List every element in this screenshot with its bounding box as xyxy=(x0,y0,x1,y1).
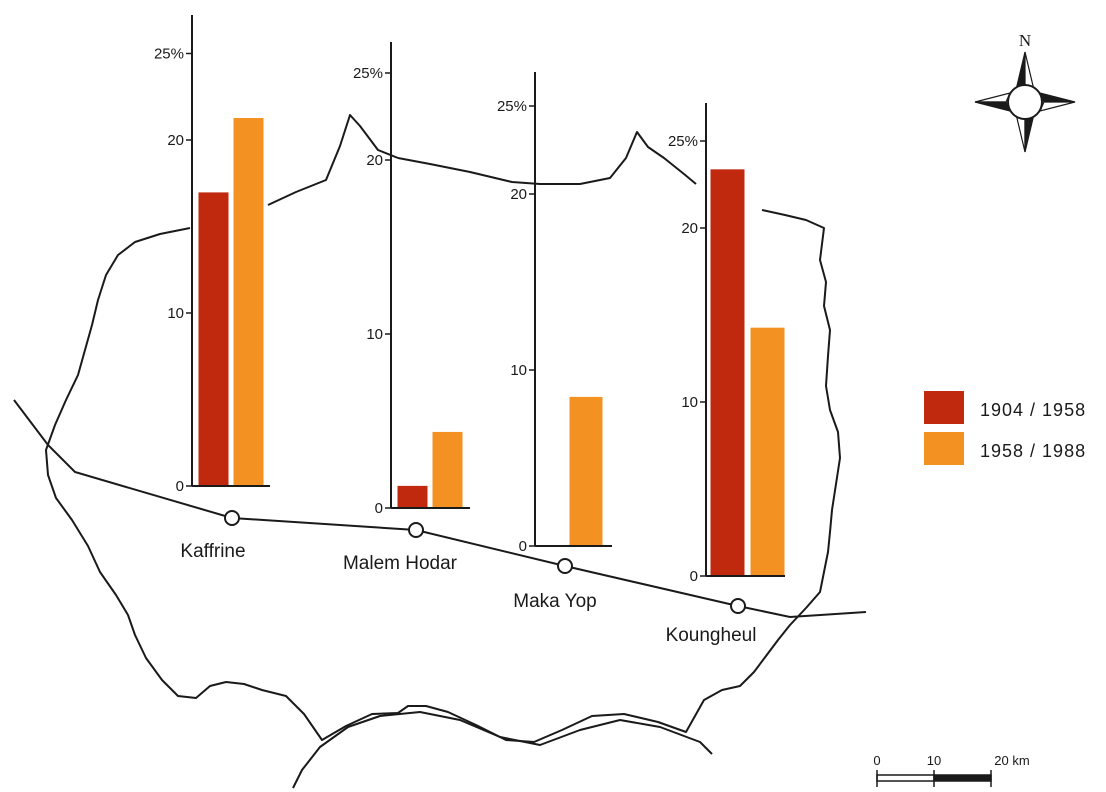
bar-maka-yop-1958-1988 xyxy=(568,395,604,547)
northern-boundary-segment-b xyxy=(397,131,697,185)
north-label: N xyxy=(1019,31,1031,50)
tick-label-kaffrine-25: 25% xyxy=(154,46,184,63)
bar-malem-hodar-1958-1988 xyxy=(431,430,464,509)
northern-boundary-segment-a xyxy=(267,114,399,206)
town-label-malem-hodar: Malem Hodar xyxy=(343,553,458,574)
tick-label-koungheul-20: 20 xyxy=(681,220,698,237)
bar-kaffrine-1958-1988 xyxy=(232,117,265,487)
legend-swatch-1958-1988 xyxy=(924,432,964,465)
bar-chart-koungheul: 0 10 20 25% xyxy=(668,103,786,585)
scale-label-10: 10 xyxy=(927,753,941,768)
bar-malem-hodar-1904-1958 xyxy=(396,484,429,509)
tick-label-koungheul-25: 25% xyxy=(668,133,698,150)
tick-label-malem-hodar-10: 10 xyxy=(366,326,383,343)
tick-label-malem-hodar-20: 20 xyxy=(366,152,383,169)
bar-koungheul-1958-1988 xyxy=(749,326,786,577)
region-boundary xyxy=(45,114,841,789)
tick-label-malem-hodar-25: 25% xyxy=(353,65,383,82)
tick-label-kaffrine-0: 0 xyxy=(176,478,184,495)
north-arrow-compass-icon: N xyxy=(974,31,1076,153)
tick-label-maka-yop-25: 25% xyxy=(497,98,527,115)
town-marker-kaffrine[interactable] xyxy=(224,510,240,526)
town-label-koungheul: Koungheul xyxy=(666,625,757,646)
southern-boundary-line xyxy=(292,711,713,789)
tick-label-koungheul-0: 0 xyxy=(690,568,698,585)
bar-chart-malem-hodar: 0 10 20 25% xyxy=(353,42,470,517)
tick-label-koungheul-10: 10 xyxy=(681,394,698,411)
town-marker-maka-yop[interactable] xyxy=(557,558,573,574)
tick-label-malem-hodar-0: 0 xyxy=(375,500,383,517)
town-marker-malem-hodar[interactable] xyxy=(408,522,424,538)
bar-charts-layer: 0 10 20 25% 0 10 20 25% 0 10 20 25% 0 10 20 25% xyxy=(154,15,786,585)
bar-chart-maka-yop: 0 10 20 25% xyxy=(497,72,612,555)
tick-label-maka-yop-10: 10 xyxy=(510,362,527,379)
tick-label-kaffrine-20: 20 xyxy=(167,132,184,149)
bar-chart-kaffrine: 0 10 20 25% xyxy=(154,15,270,495)
town-markers xyxy=(224,510,746,614)
town-labels: Kaffrine Malem Hodar Maka Yop Koungheul xyxy=(180,541,756,646)
legend-label-1958-1988: 1958 / 1988 xyxy=(980,441,1086,461)
northern-boundary-line xyxy=(45,209,841,743)
scale-bar: 0 10 20 km xyxy=(873,753,1030,787)
tick-label-maka-yop-0: 0 xyxy=(519,538,527,555)
town-label-maka-yop: Maka Yop xyxy=(513,591,596,612)
legend: 1904 / 1958 1958 / 1988 xyxy=(924,391,1086,465)
tick-label-kaffrine-10: 10 xyxy=(167,305,184,322)
legend-swatch-1904-1958 xyxy=(924,391,964,424)
town-label-kaffrine: Kaffrine xyxy=(180,541,245,562)
scale-label-0: 0 xyxy=(873,753,880,768)
scale-label-20km: 20 km xyxy=(994,753,1029,768)
town-marker-koungheul[interactable] xyxy=(730,598,746,614)
bar-kaffrine-1904-1958 xyxy=(197,191,230,487)
legend-label-1904-1958: 1904 / 1958 xyxy=(980,400,1086,420)
bar-koungheul-1904-1958 xyxy=(709,168,746,577)
tick-label-maka-yop-20: 20 xyxy=(510,186,527,203)
